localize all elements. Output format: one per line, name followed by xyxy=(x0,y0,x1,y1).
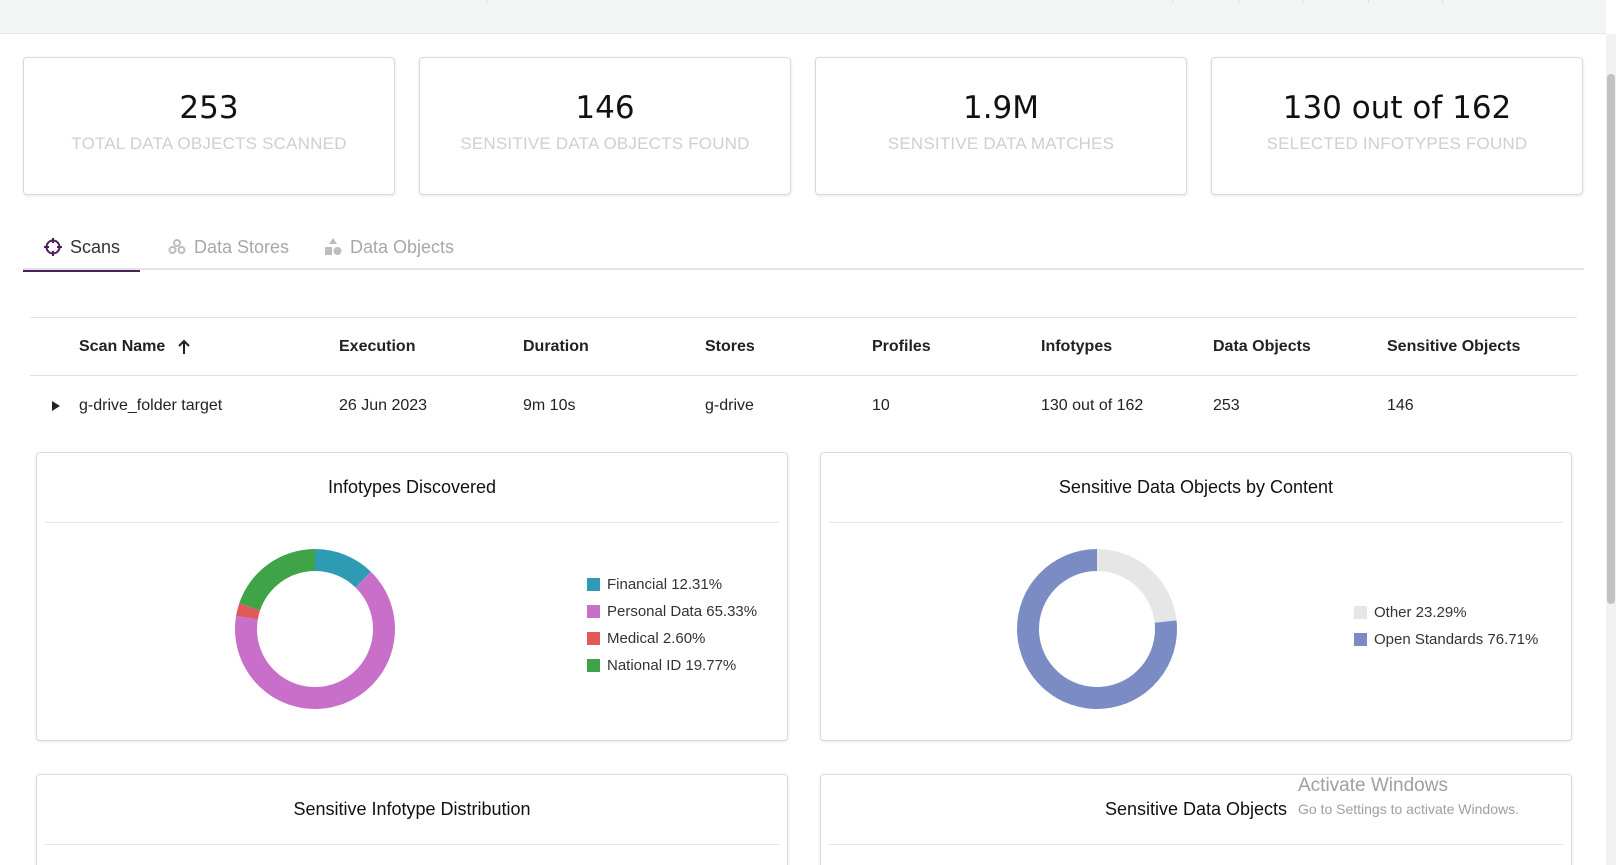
watermark-title: Activate Windows xyxy=(1298,775,1448,796)
legend-item[interactable]: Financial 12.31% xyxy=(587,571,757,598)
column-header-stores[interactable]: Stores xyxy=(705,337,755,355)
cell-duration: 9m 10s xyxy=(523,396,576,414)
stat-card-sensitive-objects: 146 SENSITIVE DATA OBJECTS FOUND xyxy=(419,57,791,195)
column-header-duration[interactable]: Duration xyxy=(523,337,589,355)
legend-item[interactable]: Other 23.29% xyxy=(1354,599,1538,626)
cell-sensitive-objects: 146 xyxy=(1387,396,1414,414)
sensitive-data-objects-panel: Sensitive Data Objects xyxy=(820,774,1572,865)
legend-label: Open Standards 76.71% xyxy=(1374,631,1539,648)
legend-label: Medical 2.60% xyxy=(607,630,706,647)
legend-swatch xyxy=(587,659,600,672)
cell-scan-name: g-drive_folder target xyxy=(79,396,223,414)
stat-label: TOTAL DATA OBJECTS SCANNED xyxy=(71,134,347,153)
legend-swatch xyxy=(587,578,600,591)
column-header-scan-name[interactable]: Scan Name xyxy=(79,318,191,375)
expand-row-icon[interactable] xyxy=(52,376,60,435)
legend-swatch xyxy=(587,605,600,618)
column-header-label: Scan Name xyxy=(79,337,166,355)
legend-item[interactable]: National ID 19.77% xyxy=(587,652,757,679)
tab-data-objects[interactable]: Data Objects xyxy=(313,224,464,270)
tab-data-stores[interactable]: Data Stores xyxy=(157,224,299,270)
stat-label: SENSITIVE DATA OBJECTS FOUND xyxy=(460,134,750,153)
toolbar-divider xyxy=(1368,0,1369,3)
legend-item[interactable]: Medical 2.60% xyxy=(587,625,757,652)
cell-data-objects: 253 xyxy=(1213,396,1240,414)
infotype-distribution-panel: Sensitive Infotype Distribution xyxy=(36,774,788,865)
panel-title: Infotypes Discovered xyxy=(45,453,779,523)
scrollbar-thumb[interactable] xyxy=(1607,74,1615,604)
toolbar-divider xyxy=(1442,0,1443,3)
column-header-infotypes[interactable]: Infotypes xyxy=(1041,337,1113,355)
content-donut-chart xyxy=(1017,549,1177,709)
cell-execution: 26 Jun 2023 xyxy=(339,396,428,414)
donut-slice-financial[interactable] xyxy=(315,549,371,588)
scans-table: Scan Name Execution Duration Stores Prof… xyxy=(30,317,1577,435)
stat-card-total-objects: 253 TOTAL DATA OBJECTS SCANNED xyxy=(23,57,395,195)
crosshair-icon xyxy=(43,237,63,257)
toolbar-divider xyxy=(1302,0,1303,3)
watermark-subtitle: Go to Settings to activate Windows. xyxy=(1298,801,1519,817)
table-row[interactable]: g-drive_folder target 26 Jun 2023 9m 10s… xyxy=(30,376,1577,435)
panel-title: Sensitive Infotype Distribution xyxy=(45,775,779,845)
toolbar-divider xyxy=(486,0,487,3)
tab-label: Scans xyxy=(70,236,121,257)
donut-slice-personal-data[interactable] xyxy=(235,571,395,709)
stores-icon xyxy=(167,237,187,257)
column-header-profiles[interactable]: Profiles xyxy=(872,337,931,355)
cell-stores: g-drive xyxy=(705,396,754,414)
legend-item[interactable]: Open Standards 76.71% xyxy=(1354,626,1538,653)
legend-label: Financial 12.31% xyxy=(607,576,723,593)
column-header-sensitive-objects[interactable]: Sensitive Objects xyxy=(1387,337,1521,355)
stat-value: 253 xyxy=(179,90,239,126)
cell-infotypes: 130 out of 162 xyxy=(1041,396,1144,414)
shapes-icon xyxy=(323,237,343,257)
stat-label: SENSITIVE DATA MATCHES xyxy=(887,134,1115,153)
donut-slice-other[interactable] xyxy=(1097,549,1177,623)
toolbar-divider xyxy=(1238,0,1239,3)
legend-swatch xyxy=(1354,633,1367,646)
stat-label: SELECTED INFOTYPES FOUND xyxy=(1266,134,1528,153)
tab-scans[interactable]: Scans xyxy=(23,224,141,272)
toolbar-divider xyxy=(1172,0,1173,3)
panel-title: Sensitive Data Objects by Content xyxy=(829,453,1563,523)
stat-card-infotypes: 130 out of 162 SELECTED INFOTYPES FOUND xyxy=(1211,57,1583,195)
legend-label: Other 23.29% xyxy=(1374,604,1467,621)
legend-swatch xyxy=(1354,606,1367,619)
legend-item[interactable]: Personal Data 65.33% xyxy=(587,598,757,625)
donut-slice-medical[interactable] xyxy=(236,603,261,620)
legend-swatch xyxy=(587,632,600,645)
donut-slice-national-id[interactable] xyxy=(239,549,315,611)
stat-value: 130 out of 162 xyxy=(1282,90,1512,126)
stat-card-matches: 1.9M SENSITIVE DATA MATCHES xyxy=(815,57,1187,195)
infotypes-donut-chart xyxy=(235,549,395,709)
arrow-up-icon[interactable] xyxy=(177,339,191,355)
column-header-data-objects[interactable]: Data Objects xyxy=(1213,337,1311,355)
table-header: Scan Name Execution Duration Stores Prof… xyxy=(30,317,1577,376)
tab-label: Data Stores xyxy=(194,236,290,257)
top-toolbar xyxy=(0,0,1606,34)
tab-label: Data Objects xyxy=(350,236,455,257)
view-tabs: Scans Data Stores Data Objects xyxy=(23,224,1584,272)
panel-title: Sensitive Data Objects xyxy=(829,775,1563,845)
cell-profiles: 10 xyxy=(872,396,890,414)
content-legend: Other 23.29% Open Standards 76.71% xyxy=(1354,599,1538,653)
infotypes-discovered-panel: Infotypes Discovered Financial 12.31% Per… xyxy=(36,452,788,741)
infotypes-legend: Financial 12.31% Personal Data 65.33% Medi… xyxy=(587,571,757,679)
windows-activation-watermark: Activate Windows Go to Settings to activ… xyxy=(1298,775,1519,817)
column-header-execution[interactable]: Execution xyxy=(339,337,416,355)
stat-value: 1.9M xyxy=(962,90,1040,126)
legend-label: National ID 19.77% xyxy=(607,657,737,674)
vertical-scrollbar[interactable] xyxy=(1606,34,1616,865)
legend-label: Personal Data 65.33% xyxy=(607,603,758,620)
stat-value: 146 xyxy=(575,90,635,126)
objects-by-content-panel: Sensitive Data Objects by Content Other … xyxy=(820,452,1572,741)
